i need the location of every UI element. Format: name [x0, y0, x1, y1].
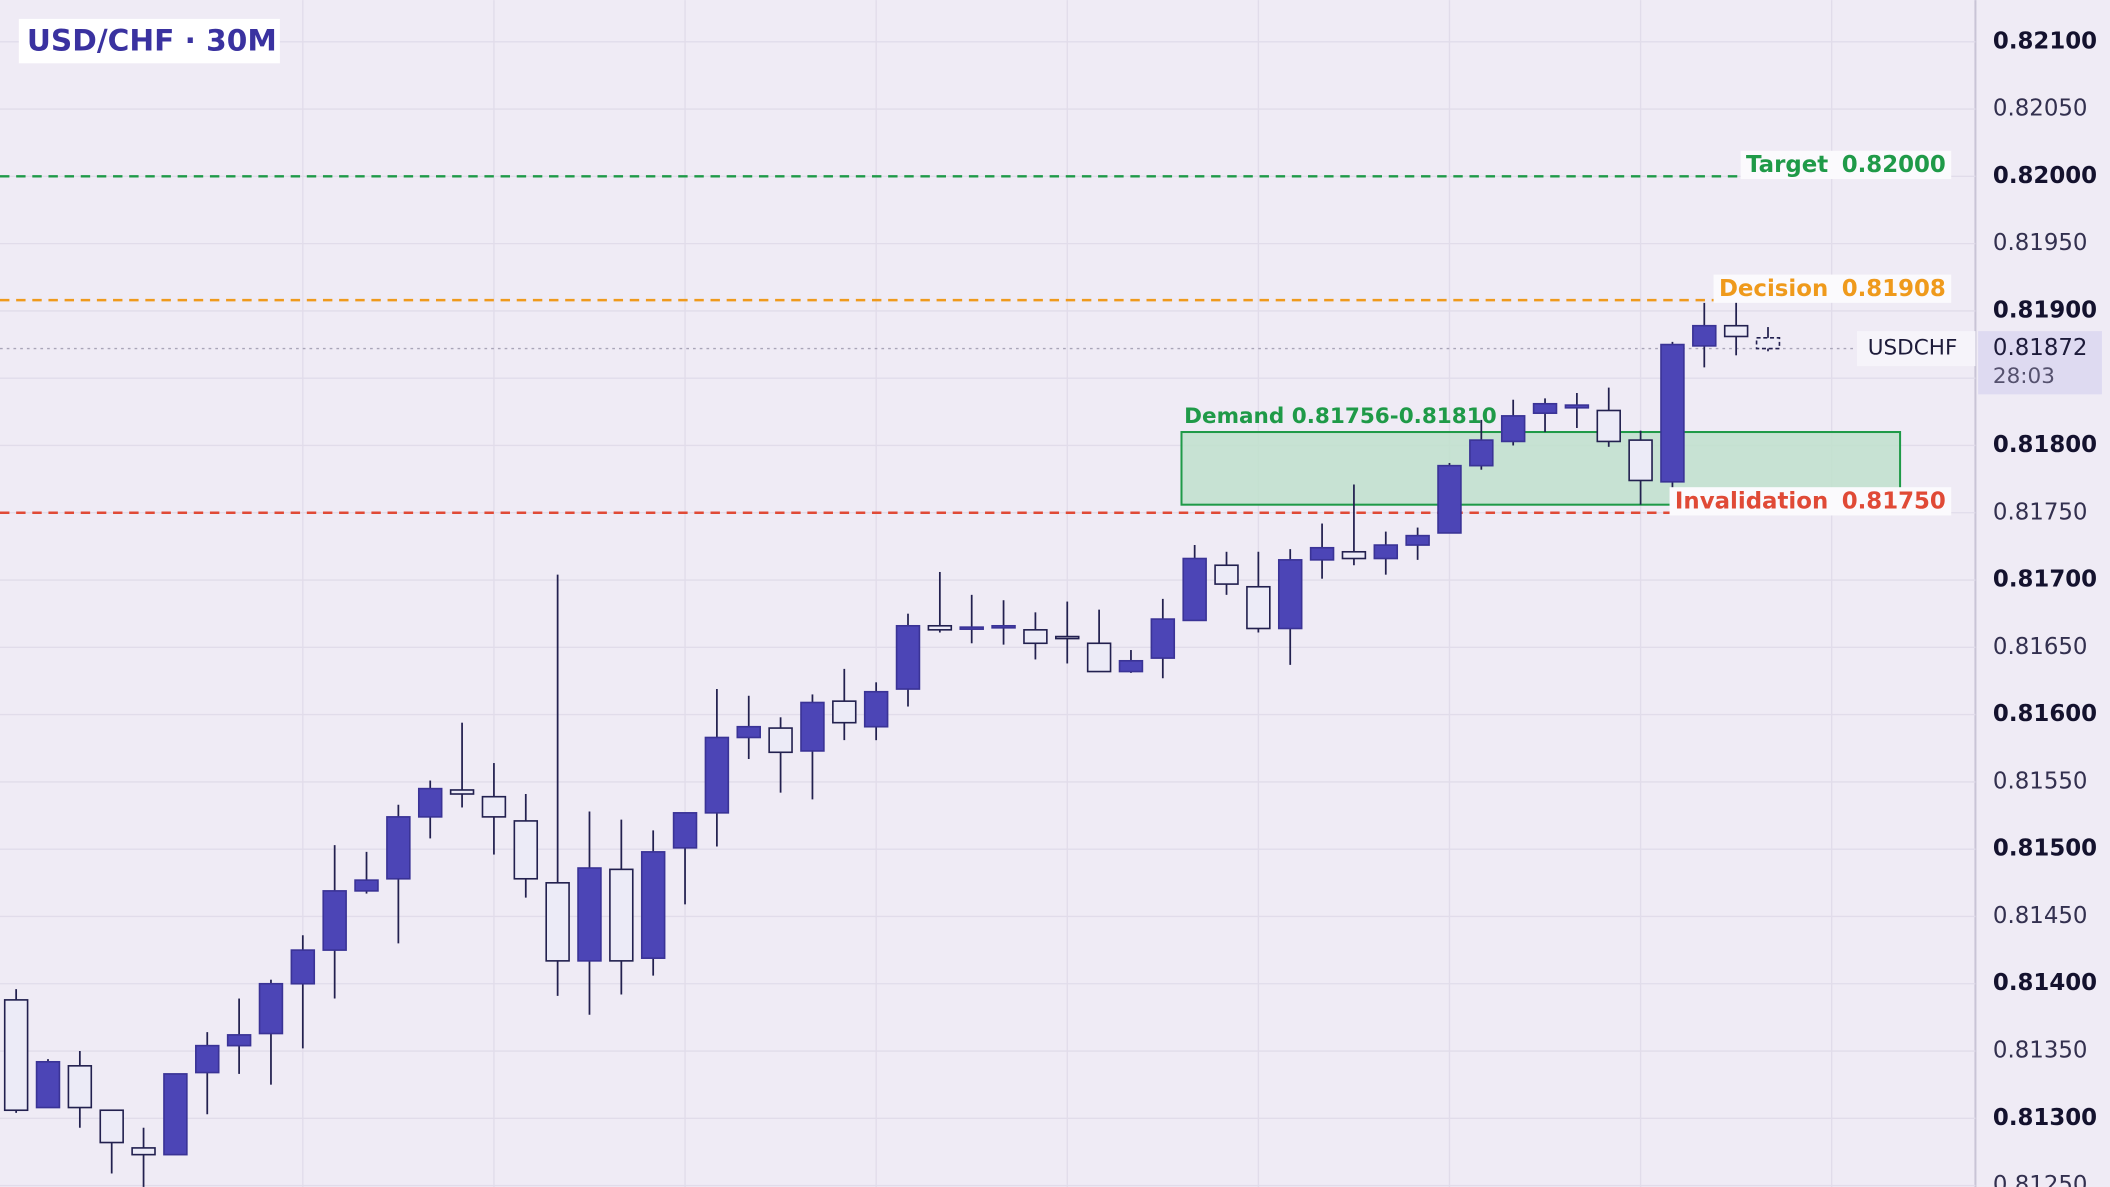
candle-body: [1405, 534, 1430, 546]
level-value: 0.82000: [1842, 152, 1946, 178]
y-tick-label: 0.81950: [1993, 230, 2088, 256]
y-tick-label: 0.81300: [1993, 1105, 2097, 1131]
candle-body: [1246, 585, 1271, 630]
candle-body: [1628, 439, 1653, 482]
y-tick-label: 0.81400: [1993, 970, 2097, 996]
candle-body: [736, 725, 761, 739]
level-value: 0.81908: [1842, 276, 1946, 302]
candle-body: [386, 816, 411, 880]
y-tick-label: 0.81350: [1993, 1038, 2088, 1064]
y-tick-label: 0.81800: [1993, 432, 2097, 458]
candle-body: [1182, 557, 1207, 622]
candle-body: [1532, 402, 1558, 414]
candle-body: [35, 1060, 61, 1109]
candle-body: [226, 1034, 252, 1047]
candle-body: [1596, 409, 1621, 443]
level-name: Invalidation: [1675, 488, 1828, 514]
candle-body: [672, 812, 698, 849]
candle-body: [1309, 546, 1335, 561]
candle-body: [832, 700, 857, 724]
y-tick-label: 0.81550: [1993, 768, 2088, 794]
countdown-label: 28:03: [1993, 364, 2055, 389]
candle-body: [481, 795, 507, 818]
candle-body: [1469, 439, 1494, 467]
candle-body: [959, 626, 984, 630]
candle-body: [1660, 343, 1685, 483]
candle-body: [163, 1073, 188, 1156]
candle-body: [1023, 629, 1048, 645]
y-tick-label: 0.82050: [1993, 96, 2088, 122]
level-name: Target: [1746, 152, 1828, 178]
candle-body: [863, 690, 889, 728]
candle-body: [195, 1044, 220, 1074]
candle-body: [513, 820, 539, 880]
candle-body: [1564, 404, 1590, 409]
candle-body: [258, 982, 284, 1035]
candle-body: [1723, 324, 1749, 338]
candle-body: [640, 851, 666, 959]
candle-body: [1214, 564, 1239, 585]
y-tick-label: 0.81900: [1993, 297, 2097, 323]
candle-body: [1150, 618, 1176, 659]
candle-body: [1118, 659, 1144, 673]
zone-label: Demand 0.81756-0.81810: [1184, 404, 1497, 429]
candle-body: [927, 624, 953, 631]
candle-body: [1341, 550, 1367, 560]
candle-body: [67, 1065, 93, 1109]
symbol-label: USDCHF: [1868, 336, 1958, 361]
price-label: 0.81872: [1993, 335, 2088, 361]
symbol-label-bg: [1857, 331, 1976, 367]
candle-body: [131, 1147, 156, 1156]
chart-title: USD/CHF · 30M: [27, 23, 277, 57]
y-tick-label: 0.81750: [1993, 499, 2088, 525]
title-box: [18, 18, 280, 64]
candle-body: [449, 789, 475, 795]
candle-body: [1055, 635, 1080, 640]
candle-body: [800, 701, 825, 752]
candle-body: [1277, 559, 1303, 630]
candle-body: [1692, 324, 1717, 347]
y-tick-label: 0.82000: [1993, 163, 2097, 189]
candle-body: [3, 999, 29, 1112]
y-tick-label: 0.81700: [1993, 567, 2097, 593]
candle-body: [577, 867, 602, 962]
price-label-bg: [1978, 331, 2102, 395]
level-label: Invalidation 0.81750: [1669, 487, 1952, 516]
candle-body: [1500, 415, 1526, 443]
level-name: Decision: [1719, 276, 1828, 302]
candle-body: [417, 787, 443, 818]
candle-body: [545, 882, 570, 962]
level-label: Decision 0.81908: [1713, 274, 1952, 303]
candle-body: [609, 868, 634, 962]
plot: [0, 175, 1976, 1187]
candle-body: [895, 624, 921, 690]
y-tick-label: 0.81450: [1993, 903, 2088, 929]
candle-body: [768, 727, 793, 754]
candle-body: [1755, 337, 1781, 350]
candle-body: [322, 890, 347, 951]
level-label-bg: [1713, 274, 1952, 303]
candle-body: [99, 1109, 124, 1144]
candle-body: [1373, 544, 1399, 560]
y-tick-label: 0.82100: [1993, 28, 2097, 54]
candle-body: [290, 949, 316, 985]
candle-body: [704, 736, 730, 814]
level-value: 0.81750: [1842, 488, 1946, 514]
candle-body: [1437, 464, 1462, 534]
candle-body: [1086, 642, 1112, 673]
y-tick-label: 0.81650: [1993, 634, 2088, 660]
y-tick-label: 0.81250: [1993, 1172, 2088, 1187]
level-label-bg: [1740, 150, 1952, 180]
candle-body: [354, 879, 379, 892]
y-tick-label: 0.81500: [1993, 836, 2097, 862]
candle-body: [991, 624, 1016, 629]
y-tick-label: 0.81600: [1993, 701, 2097, 727]
overlay: Demand 0.81756-0.81810 Target 0.82000 Decis…: [1184, 150, 2102, 516]
level-label: Target 0.82000: [1740, 150, 1952, 180]
level-label-bg: [1669, 487, 1952, 516]
